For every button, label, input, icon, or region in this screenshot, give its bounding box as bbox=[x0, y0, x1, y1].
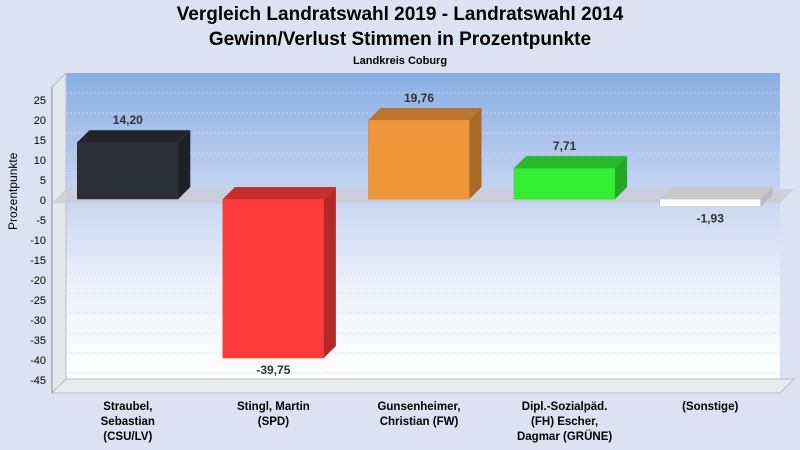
bar-top bbox=[222, 187, 336, 199]
y-tick-label: 15 bbox=[34, 135, 46, 147]
y-tick-label: 10 bbox=[34, 155, 46, 167]
y-tick-label: 5 bbox=[40, 175, 46, 187]
bar-front bbox=[659, 198, 761, 207]
y-tick-label: -20 bbox=[30, 275, 46, 287]
data-label: 7,71 bbox=[553, 139, 577, 153]
bar-3 bbox=[368, 107, 482, 200]
y-tick-label: -5 bbox=[36, 215, 46, 227]
bar-front bbox=[222, 198, 325, 359]
x-tick-label: Christian (FW) bbox=[380, 416, 459, 428]
bar-1 bbox=[77, 130, 191, 200]
bar-side bbox=[323, 187, 336, 358]
data-label: -39,75 bbox=[256, 363, 290, 377]
bar-front bbox=[368, 119, 470, 200]
x-tick-label: Dipl.-Sozialpäd. bbox=[522, 401, 608, 413]
bar-front bbox=[77, 141, 179, 200]
x-tick-label: Gunsenheimer, bbox=[377, 401, 460, 413]
data-label: -1,93 bbox=[697, 212, 725, 226]
x-tick-label: (SPD) bbox=[258, 416, 289, 428]
bar-side bbox=[178, 130, 191, 199]
x-tick-label: (FH) Escher, bbox=[531, 416, 598, 428]
y-tick-label: 0 bbox=[40, 195, 46, 207]
y-tick-label: -15 bbox=[30, 255, 46, 267]
bar-2 bbox=[222, 187, 336, 359]
bar-side bbox=[469, 107, 482, 199]
y-tick-label: -25 bbox=[30, 295, 46, 307]
y-tick-label: 20 bbox=[34, 115, 46, 127]
bar-5 bbox=[659, 187, 773, 207]
bar-side bbox=[615, 156, 628, 199]
bar-top bbox=[77, 130, 191, 143]
x-tick-label: Dagmar (GRÜNE) bbox=[517, 430, 612, 443]
chart-subtitle: Gewinn/Verlust Stimmen in Prozentpunkte bbox=[208, 29, 592, 50]
y-tick-label: -45 bbox=[30, 375, 46, 387]
y-tick-label: -30 bbox=[30, 315, 46, 327]
bar-4 bbox=[513, 156, 628, 200]
bar-top bbox=[514, 156, 628, 169]
bar-top bbox=[659, 187, 773, 199]
data-label: 14,20 bbox=[113, 113, 143, 127]
y-tick-label: -40 bbox=[30, 355, 46, 367]
y-tick-label: -10 bbox=[30, 235, 46, 247]
chart-region: Landkreis Coburg bbox=[352, 55, 448, 67]
data-label: 19,76 bbox=[404, 91, 434, 105]
x-tick-label: Straubel, bbox=[103, 401, 152, 413]
y-tick-label: -35 bbox=[30, 335, 46, 347]
plot-floor bbox=[50, 378, 796, 394]
plot-left-wall bbox=[51, 71, 67, 395]
y-tick-label: 25 bbox=[34, 95, 46, 107]
x-tick-label: (CSU/LV) bbox=[103, 431, 152, 443]
chart-title: Vergleich Landratswahl 2019 - Landratswa… bbox=[176, 4, 624, 25]
bar-top bbox=[368, 107, 482, 120]
x-tick-label: (Sonstige) bbox=[682, 401, 738, 413]
x-tick-label: Stingl, Martin bbox=[237, 401, 310, 413]
bar-front bbox=[513, 167, 616, 200]
x-tick-label: Sebastian bbox=[101, 416, 155, 428]
bar-side bbox=[760, 187, 773, 207]
